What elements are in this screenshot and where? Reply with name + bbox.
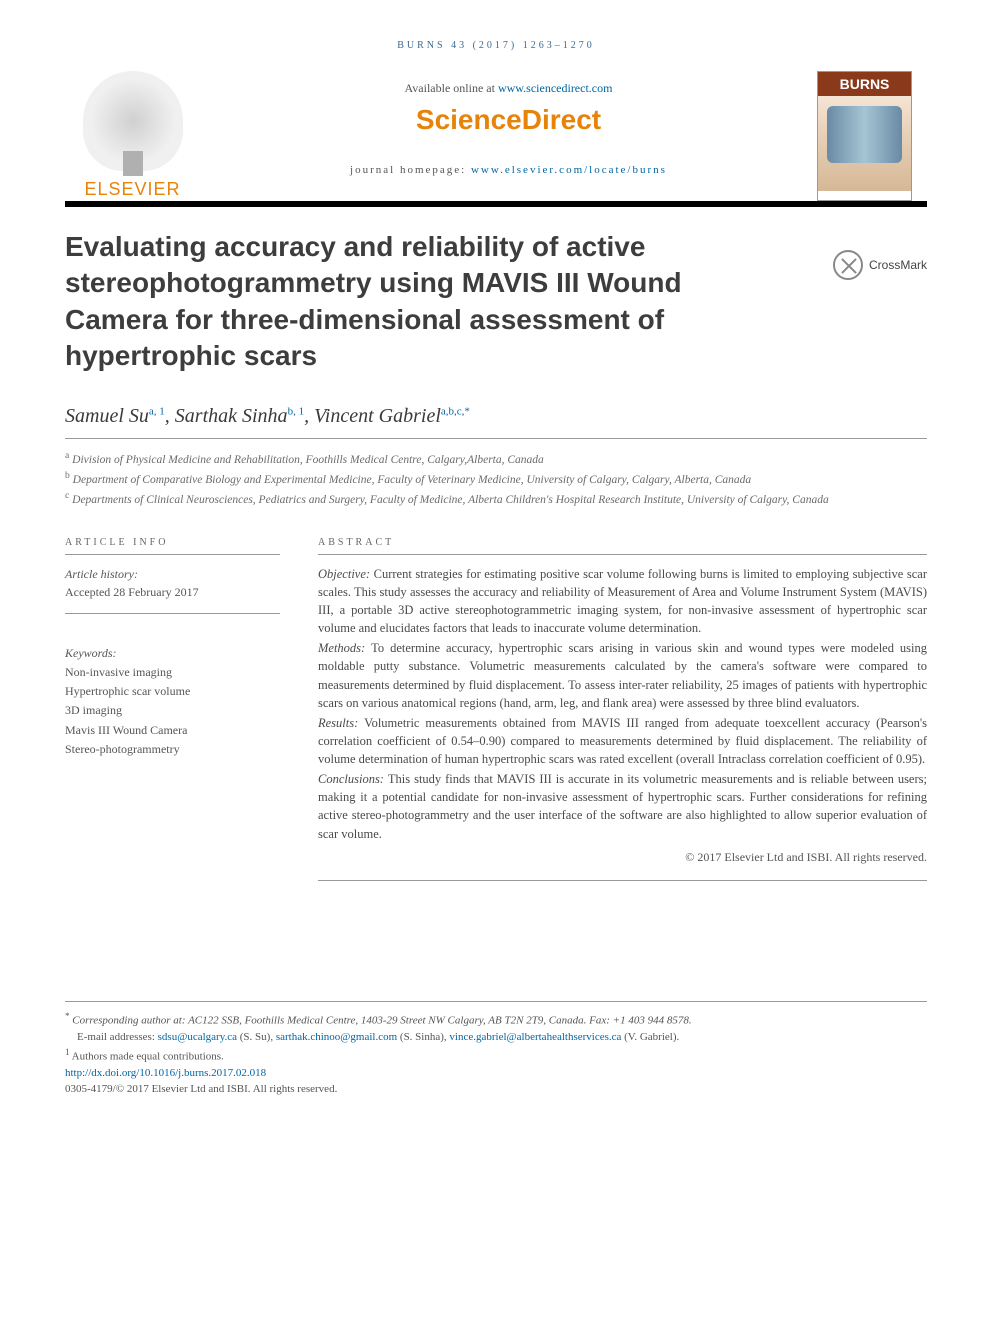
email-line: E-mail addresses: sdsu@ucalgary.ca (S. S… — [65, 1029, 927, 1046]
doi-link[interactable]: http://dx.doi.org/10.1016/j.burns.2017.0… — [65, 1067, 266, 1079]
article-info-column: ARTICLE INFO Article history: Accepted 2… — [65, 537, 280, 881]
crossmark-icon — [833, 250, 863, 280]
abstract-results: Results: Volumetric measurements obtaine… — [318, 714, 927, 768]
sciencedirect-url-link[interactable]: www.sciencedirect.com — [498, 81, 613, 95]
objective-text: Current strategies for estimating positi… — [318, 567, 927, 635]
affiliations-block: a Division of Physical Medicine and Reha… — [65, 449, 927, 509]
affil-text: Department of Comparative Biology and Ex… — [73, 473, 752, 485]
equal-contribution-note: 1 Authors made equal contributions. — [65, 1046, 927, 1065]
author-email-link[interactable]: sdsu@ucalgary.ca — [158, 1031, 237, 1043]
keyword: Non-invasive imaging — [65, 663, 280, 682]
journal-homepage-prefix: journal homepage: — [350, 164, 471, 176]
abstract-body: Objective: Current strategies for estima… — [318, 565, 927, 881]
masthead-center: Available online at www.sciencedirect.co… — [200, 71, 817, 176]
page-root: BURNS 43 (2017) 1263–1270 ELSEVIER Avail… — [0, 0, 992, 1128]
article-title: Evaluating accuracy and reliability of a… — [65, 229, 745, 375]
conclusions-label: Conclusions: — [318, 772, 388, 786]
affil-key: c — [65, 490, 69, 501]
results-text: Volumetric measurements obtained from MA… — [318, 716, 927, 766]
abstract-column: ABSTRACT Objective: Current strategies f… — [318, 537, 927, 881]
article-history-label: Article history: — [65, 565, 280, 583]
keywords-block: Keywords: Non-invasive imaging Hypertrop… — [65, 644, 280, 759]
author-name: Vincent Gabriel — [314, 405, 441, 427]
abstract-copyright: © 2017 Elsevier Ltd and ISBI. All rights… — [318, 849, 927, 866]
results-label: Results: — [318, 716, 364, 730]
email-who: (V. Gabriel). — [621, 1031, 679, 1043]
corresponding-author-note: * Corresponding author at: AC122 SSB, Fo… — [65, 1010, 927, 1029]
elsevier-tree-icon — [83, 71, 183, 171]
affil-text: Division of Physical Medicine and Rehabi… — [72, 453, 544, 465]
accepted-date: Accepted 28 February 2017 — [65, 583, 280, 601]
journal-homepage-line: journal homepage: www.elsevier.com/locat… — [200, 164, 817, 176]
doi-line: http://dx.doi.org/10.1016/j.burns.2017.0… — [65, 1065, 927, 1082]
crossmark-label: CrossMark — [869, 258, 927, 272]
abstract-methods: Methods: To determine accuracy, hypertro… — [318, 639, 927, 712]
journal-cover-art — [818, 96, 911, 191]
methods-text: To determine accuracy, hypertrophic scar… — [318, 641, 927, 709]
sciencedirect-logo: ScienceDirect — [200, 104, 817, 136]
journal-homepage-link[interactable]: www.elsevier.com/locate/burns — [471, 164, 667, 176]
available-online-prefix: Available online at — [405, 81, 498, 95]
conclusions-text: This study finds that MAVIS III is accur… — [318, 772, 927, 840]
masthead: ELSEVIER Available online at www.science… — [65, 71, 927, 207]
keyword: Mavis III Wound Camera — [65, 721, 280, 740]
email-who: (S. Su), — [237, 1031, 276, 1043]
keyword: Hypertrophic scar volume — [65, 682, 280, 701]
methods-label: Methods: — [318, 641, 371, 655]
journal-cover-title: BURNS — [818, 72, 911, 96]
article-info-heading: ARTICLE INFO — [65, 537, 280, 555]
author-affil-mark[interactable]: a,b,c,* — [441, 405, 470, 417]
emails-label: E-mail addresses: — [77, 1031, 158, 1043]
footnote-one-mark: 1 — [65, 1047, 70, 1057]
author-affil-mark[interactable]: a, 1 — [149, 405, 165, 417]
article-history-block: Article history: Accepted 28 February 20… — [65, 565, 280, 614]
abstract-heading: ABSTRACT — [318, 537, 927, 555]
asterisk-mark: * — [65, 1011, 70, 1021]
affil-key: a — [65, 450, 69, 461]
abstract-objective: Objective: Current strategies for estima… — [318, 565, 927, 638]
author-line: Samuel Sua, 1, Sarthak Sinhab, 1, Vincen… — [65, 405, 927, 439]
affiliation: a Division of Physical Medicine and Reha… — [65, 449, 927, 469]
abstract-conclusions: Conclusions: This study finds that MAVIS… — [318, 770, 927, 843]
journal-cover-block: BURNS — [817, 71, 927, 201]
author-affil-mark[interactable]: b, 1 — [288, 405, 305, 417]
corresponding-text: Corresponding author at: AC122 SSB, Foot… — [72, 1015, 691, 1027]
equal-contribution-text: Authors made equal contributions. — [72, 1050, 224, 1062]
issn-copyright-line: 0305-4179/© 2017 Elsevier Ltd and ISBI. … — [65, 1081, 927, 1098]
author-email-link[interactable]: vince.gabriel@albertahealthservices.ca — [449, 1031, 621, 1043]
publisher-name: ELSEVIER — [65, 179, 200, 200]
footnotes-block: * Corresponding author at: AC122 SSB, Fo… — [65, 1001, 927, 1098]
journal-cover: BURNS — [817, 71, 912, 201]
affiliation: b Department of Comparative Biology and … — [65, 469, 927, 489]
running-head-citation: BURNS 43 (2017) 1263–1270 — [65, 40, 927, 51]
two-column-body: ARTICLE INFO Article history: Accepted 2… — [65, 537, 927, 881]
publisher-block: ELSEVIER — [65, 71, 200, 200]
author-name: Sarthak Sinha — [175, 405, 288, 427]
available-online-line: Available online at www.sciencedirect.co… — [200, 81, 817, 96]
keywords-label: Keywords: — [65, 644, 280, 663]
affil-key: b — [65, 470, 70, 481]
crossmark-widget[interactable]: CrossMark — [833, 250, 927, 280]
author-name: Samuel Su — [65, 405, 149, 427]
objective-label: Objective: — [318, 567, 374, 581]
affil-text: Departments of Clinical Neurosciences, P… — [72, 494, 829, 506]
email-who: (S. Sinha), — [397, 1031, 449, 1043]
keyword: Stereo-photogrammetry — [65, 740, 280, 759]
author-email-link[interactable]: sarthak.chinoo@gmail.com — [276, 1031, 397, 1043]
keyword: 3D imaging — [65, 701, 280, 720]
affiliation: c Departments of Clinical Neurosciences,… — [65, 489, 927, 509]
